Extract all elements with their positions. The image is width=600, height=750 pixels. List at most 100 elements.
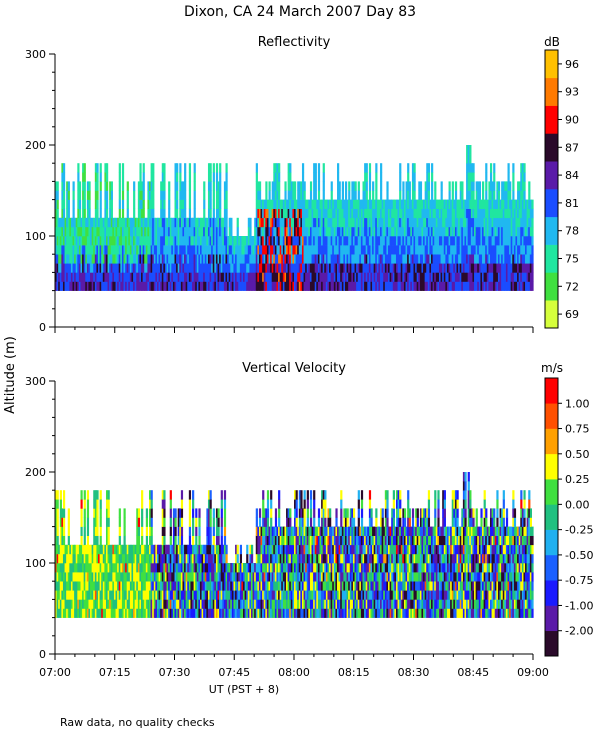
refl-heatmap-cell	[298, 245, 301, 255]
vel-heatmap-cell	[281, 590, 284, 600]
refl-heatmap-cell	[405, 245, 408, 255]
refl-heatmap-cell	[174, 226, 177, 237]
vel-heatmap-cell	[279, 572, 282, 582]
refl-heatmap-cell	[486, 226, 489, 237]
refl-heatmap-cell	[287, 272, 290, 282]
refl-heatmap-cell	[325, 236, 329, 246]
refl-heatmap-cell	[176, 236, 179, 246]
refl-heatmap-cell	[477, 281, 480, 291]
refl-heatmap-cell	[388, 226, 391, 237]
vel-heatmap-cell	[258, 599, 262, 609]
vel-heatmap-cell	[274, 508, 278, 518]
refl-heatmap-cell	[384, 236, 388, 246]
refl-heatmap-cell	[289, 172, 292, 182]
refl-heatmap-cell	[281, 281, 284, 291]
refl-heatmap-cell	[529, 245, 533, 255]
vel-heatmap-cell	[209, 572, 212, 582]
vel-heatmap-cell	[150, 599, 153, 609]
refl-heatmap-cell	[239, 245, 243, 255]
refl-heatmap-cell	[410, 199, 413, 209]
vel-heatmap-cell	[249, 563, 252, 573]
vel-heatmap-cell	[152, 590, 155, 600]
vel-heatmap-cell	[209, 590, 212, 600]
refl-heatmap-cell	[78, 245, 82, 255]
refl-heatmap-cell	[152, 236, 155, 246]
refl-heatmap-cell	[458, 263, 461, 273]
refl-heatmap-cell	[292, 208, 295, 219]
vel-heatmap-cell	[204, 544, 207, 555]
vel-heatmap-cell	[201, 544, 204, 555]
refl-heatmap-cell	[257, 226, 260, 237]
refl-heatmap-cell	[133, 272, 136, 282]
refl-heatmap-cell	[192, 263, 195, 273]
refl-heatmap-cell	[230, 272, 233, 282]
refl-heatmap-cell	[83, 245, 86, 255]
refl-heatmap-cell	[411, 245, 415, 255]
refl-heatmap-cell	[454, 281, 458, 291]
vel-heatmap-cell	[223, 499, 227, 509]
refl-heatmap-cell	[254, 217, 257, 228]
refl-heatmap-cell	[453, 245, 456, 255]
refl-heatmap-cell	[217, 263, 220, 273]
vel-heatmap-cell	[260, 535, 263, 546]
vel-heatmap-cell	[163, 599, 166, 609]
vel-heatmap-cell	[141, 508, 144, 518]
refl-heatmap-cell	[446, 236, 450, 246]
refl-heatmap-cell	[125, 263, 128, 273]
refl-heatmap-cell	[399, 263, 402, 273]
refl-heatmap-cell	[61, 181, 64, 191]
vel-heatmap-cell	[195, 535, 198, 546]
refl-heatmap-cell	[440, 236, 443, 246]
refl-heatmap-cell	[207, 272, 211, 282]
vel-heatmap-cell	[180, 508, 184, 518]
vel-heatmap-cell	[235, 608, 238, 618]
vel-heatmap-cell	[161, 490, 164, 500]
vel-heatmap-cell	[188, 563, 192, 573]
refl-heatmap-cell	[349, 272, 352, 282]
refl-heatmap-cell	[456, 263, 459, 273]
refl-heatmap-cell	[209, 199, 212, 209]
refl-heatmap-cell	[99, 236, 102, 246]
refl-heatmap-cell	[518, 254, 521, 264]
refl-heatmap-cell	[238, 263, 241, 273]
refl-heatmap-cell	[432, 281, 435, 291]
vel-heatmap-cell	[86, 508, 90, 518]
refl-heatmap-cell	[94, 272, 98, 282]
refl-heatmap-cell	[105, 254, 109, 264]
vel-heatmap-cell	[62, 517, 66, 527]
refl-heatmap-cell	[301, 245, 305, 255]
vel-heatmap-cell	[55, 517, 58, 527]
refl-heatmap-cell	[139, 272, 142, 282]
refl-heatmap-cell	[429, 245, 432, 255]
vel-heatmap-cell	[250, 572, 254, 582]
refl-heatmap-cell	[168, 236, 171, 246]
vel-heatmap-cell	[258, 581, 262, 591]
refl-heatmap-cell	[270, 245, 273, 255]
refl-heatmap-cell	[505, 190, 509, 200]
vel-heatmap-cell	[121, 581, 125, 591]
refl-heatmap-cell	[209, 236, 212, 246]
refl-heatmap-cell	[123, 245, 126, 255]
refl-heatmap-cell	[451, 208, 454, 219]
vel-heatmap-cell	[158, 590, 161, 600]
refl-heatmap-cell	[212, 181, 215, 191]
vel-heatmap-cell	[278, 590, 281, 600]
refl-heatmap-cell	[402, 245, 405, 255]
refl-heatmap-cell	[375, 190, 378, 200]
vel-heatmap-cell	[177, 599, 180, 609]
refl-heatmap-cell	[341, 199, 344, 209]
vel-heatmap-cell	[139, 544, 142, 555]
refl-heatmap-cell	[90, 263, 93, 273]
refl-heatmap-cell	[144, 254, 147, 264]
refl-heatmap-cell	[499, 236, 502, 246]
refl-heatmap-cell	[418, 181, 421, 191]
vel-heatmap-cell	[257, 590, 260, 600]
refl-heatmap-cell	[273, 236, 276, 246]
refl-heatmap-cell	[480, 226, 483, 237]
refl-heatmap-cell	[105, 263, 109, 273]
vel-heatmap-cell	[177, 508, 180, 518]
refl-heatmap-cell	[520, 281, 523, 291]
refl-heatmap-cell	[193, 217, 196, 228]
refl-heatmap-cell	[529, 281, 533, 291]
